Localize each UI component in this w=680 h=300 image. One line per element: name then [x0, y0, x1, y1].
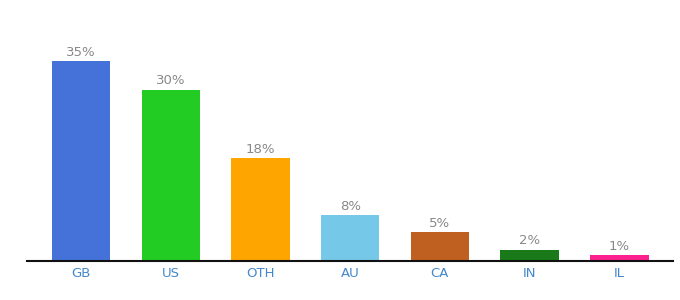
Bar	[590, 255, 649, 261]
Bar	[321, 215, 379, 261]
Text: 35%: 35%	[66, 46, 96, 59]
Text: 18%: 18%	[245, 143, 275, 156]
Bar	[411, 232, 469, 261]
Text: 5%: 5%	[429, 217, 450, 230]
Text: 30%: 30%	[156, 74, 186, 87]
Bar	[500, 250, 559, 261]
Text: 8%: 8%	[340, 200, 360, 213]
Text: 2%: 2%	[519, 234, 540, 247]
Bar	[231, 158, 290, 261]
Bar	[52, 61, 110, 261]
Bar	[141, 90, 200, 261]
Text: 1%: 1%	[609, 240, 630, 253]
